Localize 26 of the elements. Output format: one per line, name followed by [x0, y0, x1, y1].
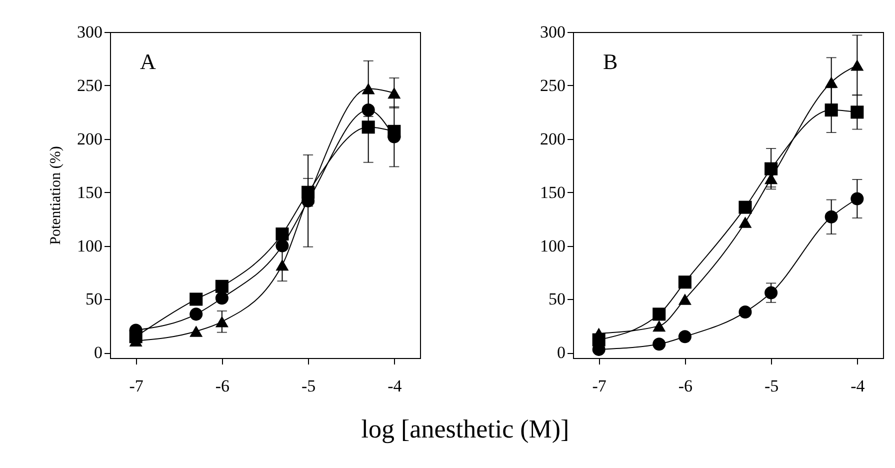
y-tick-label: 300 — [540, 22, 566, 42]
x-tick-label: -5 — [301, 376, 316, 396]
x-tick-label: -6 — [215, 376, 230, 396]
x-axis-title: log [anesthetic (M)] — [361, 414, 570, 444]
y-tick-label: 0 — [94, 343, 102, 362]
y-tick-label: 50 — [86, 290, 102, 309]
x-tick-label: -6 — [678, 376, 693, 396]
annotation: A — [140, 49, 156, 74]
x-tick-label: -5 — [764, 376, 779, 396]
y-tick-label: 250 — [540, 76, 566, 95]
y-tick-label: 200 — [540, 129, 566, 148]
annotation: B — [603, 49, 618, 74]
x-tick-label: -4 — [850, 376, 866, 396]
y-tick-label: 0 — [557, 343, 566, 362]
y-tick-label: 200 — [77, 129, 102, 148]
x-tick-label: -4 — [388, 376, 402, 396]
y-tick-label: 50 — [548, 290, 566, 309]
y-tick-label: 100 — [77, 236, 102, 256]
y-axis-title: Potentiation (%) — [48, 146, 64, 245]
y-tick-label: 100 — [540, 236, 566, 256]
y-tick-label: 150 — [77, 182, 102, 202]
x-tick-label: -7 — [592, 376, 607, 396]
x-tick-label: -7 — [129, 376, 144, 396]
y-tick-label: 150 — [540, 182, 566, 202]
y-tick-label: 300 — [77, 22, 102, 42]
y-tick-label: 250 — [77, 76, 102, 95]
